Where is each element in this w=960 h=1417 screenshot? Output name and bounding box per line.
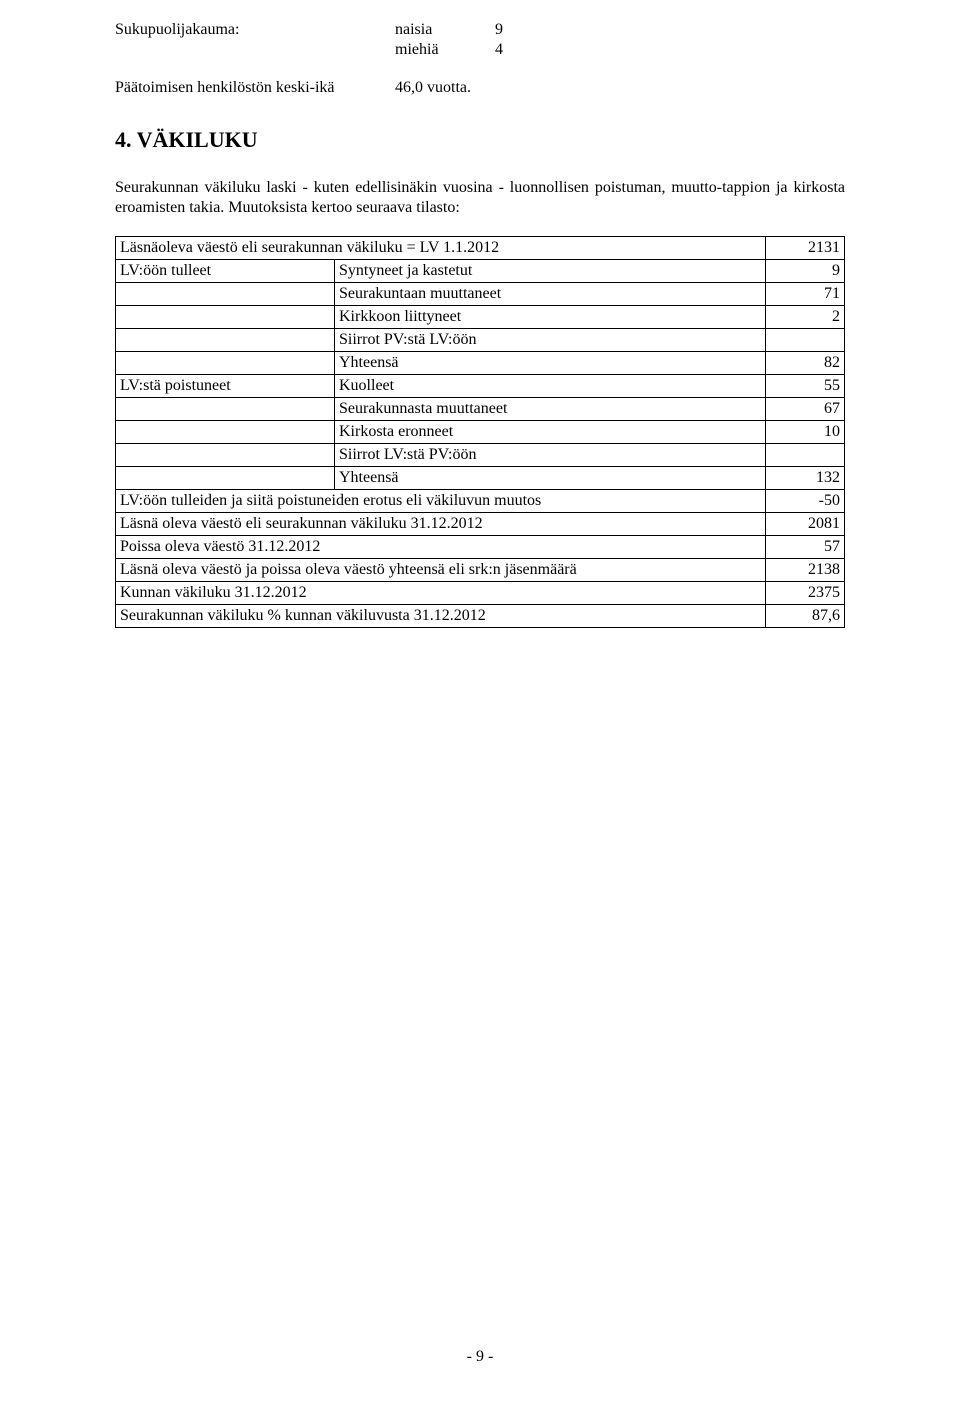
table-row: Seurakuntaan muuttaneet71: [116, 282, 845, 305]
table-cell-c2: Syntyneet ja kastetut: [335, 259, 766, 282]
table-row: LV:öön tulleiden ja siitä poistuneiden e…: [116, 489, 845, 512]
table-cell-text: LV:öön tulleiden ja siitä poistuneiden e…: [116, 489, 766, 512]
table-cell-num: 2131: [766, 236, 845, 259]
table-cell-c1: [116, 328, 335, 351]
table-cell-c1: [116, 305, 335, 328]
gender-label: Sukupuolijakauma:: [115, 20, 395, 40]
table-cell-num: 57: [766, 535, 845, 558]
table-cell-num: 2081: [766, 512, 845, 535]
table-cell-num: 9: [766, 259, 845, 282]
gender-item-1-label: miehiä: [395, 40, 495, 60]
top-stats-block: Sukupuolijakauma: naisia 9 miehiä 4 Päät…: [115, 20, 845, 98]
table-cell-num: 2138: [766, 558, 845, 581]
age-label: Päätoimisen henkilöstön keski-ikä: [115, 78, 395, 98]
table-cell-num: 71: [766, 282, 845, 305]
age-value: 46,0 vuotta.: [395, 78, 471, 98]
table-cell-c2: Yhteensä: [335, 466, 766, 489]
table-row: Seurakunnan väkiluku % kunnan väkiluvust…: [116, 604, 845, 627]
table-cell-c2: Siirrot PV:stä LV:öön: [335, 328, 766, 351]
table-cell-num: 2375: [766, 581, 845, 604]
table-row: Poissa oleva väestö 31.12.201257: [116, 535, 845, 558]
table-cell-c1: [116, 420, 335, 443]
gender-row-0: Sukupuolijakauma: naisia 9: [115, 20, 845, 40]
table-cell-c1: LV:öön tulleet: [116, 259, 335, 282]
table-row: Läsnä oleva väestö ja poissa oleva väest…: [116, 558, 845, 581]
table-row: Kirkosta eronneet10: [116, 420, 845, 443]
document-page: Sukupuolijakauma: naisia 9 miehiä 4 Päät…: [0, 0, 960, 1417]
table-row: Kunnan väkiluku 31.12.20122375: [116, 581, 845, 604]
table-cell-num: 55: [766, 374, 845, 397]
table-cell-c2: Kirkkoon liittyneet: [335, 305, 766, 328]
gender-item-0-value: 9: [495, 20, 535, 40]
table-cell-c1: LV:stä poistuneet: [116, 374, 335, 397]
table-cell-num: 87,6: [766, 604, 845, 627]
table-cell-c2: Kuolleet: [335, 374, 766, 397]
table-cell-num: 132: [766, 466, 845, 489]
table-row: Kirkkoon liittyneet2: [116, 305, 845, 328]
table-cell-num: 67: [766, 397, 845, 420]
table-cell-num: [766, 328, 845, 351]
table-row: Siirrot LV:stä PV:öön: [116, 443, 845, 466]
table-cell-num: [766, 443, 845, 466]
table-cell-num: 10: [766, 420, 845, 443]
table-cell-text: Seurakunnan väkiluku % kunnan väkiluvust…: [116, 604, 766, 627]
table-cell-num: -50: [766, 489, 845, 512]
table-cell-c2: Seurakuntaan muuttaneet: [335, 282, 766, 305]
table-row: Seurakunnasta muuttaneet67: [116, 397, 845, 420]
table-row: Siirrot PV:stä LV:öön: [116, 328, 845, 351]
gender-item-1-value: 4: [495, 40, 535, 60]
table-cell-text: Läsnäoleva väestö eli seurakunnan väkilu…: [116, 236, 766, 259]
table-cell-c2: Kirkosta eronneet: [335, 420, 766, 443]
table-cell-c1: [116, 466, 335, 489]
table-cell-num: 82: [766, 351, 845, 374]
table-cell-c2: Seurakunnasta muuttaneet: [335, 397, 766, 420]
table-cell-c1: [116, 397, 335, 420]
table-row: Läsnäoleva väestö eli seurakunnan väkilu…: [116, 236, 845, 259]
table-cell-c2: Siirrot LV:stä PV:öön: [335, 443, 766, 466]
table-cell-c2: Yhteensä: [335, 351, 766, 374]
table-row: Yhteensä82: [116, 351, 845, 374]
table-cell-num: 2: [766, 305, 845, 328]
section-heading: 4. VÄKILUKU: [115, 126, 845, 154]
table-row: Läsnä oleva väestö eli seurakunnan väkil…: [116, 512, 845, 535]
population-table: Läsnäoleva väestö eli seurakunnan väkilu…: [115, 236, 845, 628]
gender-item-0-label: naisia: [395, 20, 495, 40]
intro-paragraph: Seurakunnan väkiluku laski - kuten edell…: [115, 178, 845, 218]
table-cell-text: Kunnan väkiluku 31.12.2012: [116, 581, 766, 604]
table-cell-c1: [116, 282, 335, 305]
table-cell-text: Läsnä oleva väestö eli seurakunnan väkil…: [116, 512, 766, 535]
table-row: LV:öön tulleetSyntyneet ja kastetut9: [116, 259, 845, 282]
table-cell-c1: [116, 351, 335, 374]
table-cell-text: Läsnä oleva väestö ja poissa oleva väest…: [116, 558, 766, 581]
page-number: - 9 -: [0, 1347, 960, 1367]
table-cell-text: Poissa oleva väestö 31.12.2012: [116, 535, 766, 558]
age-row: Päätoimisen henkilöstön keski-ikä 46,0 v…: [115, 78, 845, 98]
table-row: LV:stä poistuneetKuolleet55: [116, 374, 845, 397]
gender-row-1: miehiä 4: [115, 40, 845, 60]
table-row: Yhteensä132: [116, 466, 845, 489]
table-cell-c1: [116, 443, 335, 466]
